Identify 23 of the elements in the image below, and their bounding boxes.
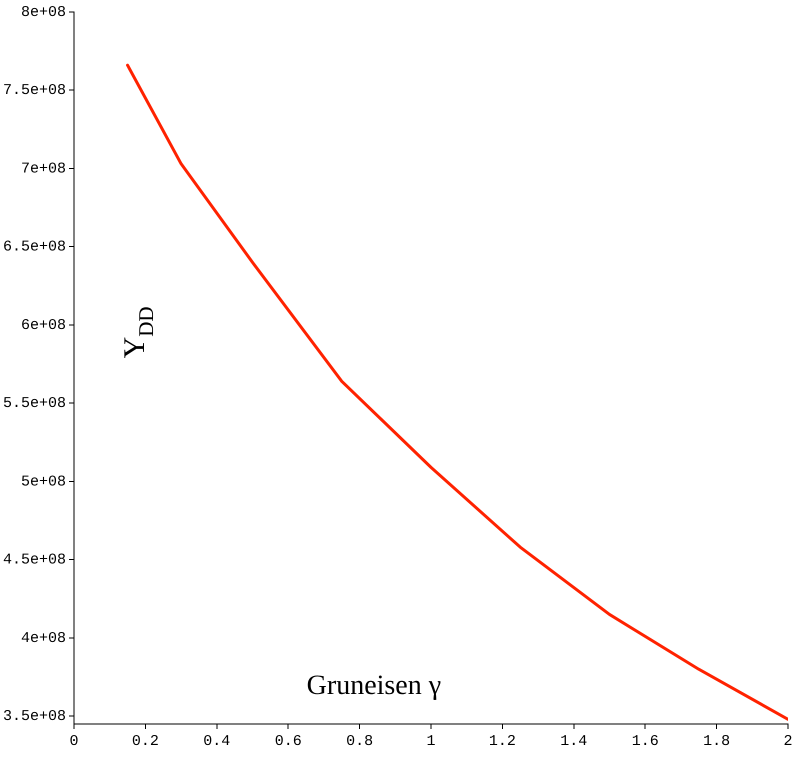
x-tick-label: 0 — [70, 732, 79, 750]
y-tick-label: 6e+08 — [20, 316, 66, 334]
y-tick-label: 7e+08 — [20, 160, 66, 178]
y-axis-title: YDD — [118, 306, 158, 358]
x-axis-title: Gruneisen γ — [306, 670, 442, 701]
y-tick-label: 4e+08 — [20, 630, 66, 647]
x-tick-label: 2 — [783, 732, 793, 750]
x-tick-label: 0.6 — [274, 732, 302, 750]
y-tick-label: 7.5e+08 — [2, 82, 66, 100]
y-tick-label: 6.5e+08 — [2, 238, 66, 256]
y-tick-label: 3.5e+08 — [2, 708, 66, 726]
x-tick-label: 1.4 — [560, 732, 588, 750]
x-tick-label: 0.4 — [203, 732, 230, 750]
y-tick-label: 5e+08 — [20, 473, 66, 490]
x-tick-label: 0.2 — [132, 732, 159, 750]
x-tick-label: 1.8 — [703, 732, 730, 750]
x-tick-label: 1.2 — [488, 732, 516, 750]
x-tick-label: 1.6 — [632, 732, 659, 750]
x-tick-label: 0.8 — [346, 732, 374, 750]
x-tick-label: 1 — [426, 732, 436, 750]
y-tick-label: 5.5e+08 — [2, 395, 66, 412]
y-tick-label: 4.5e+08 — [2, 552, 66, 569]
y-tick-label: 8e+08 — [20, 4, 66, 21]
